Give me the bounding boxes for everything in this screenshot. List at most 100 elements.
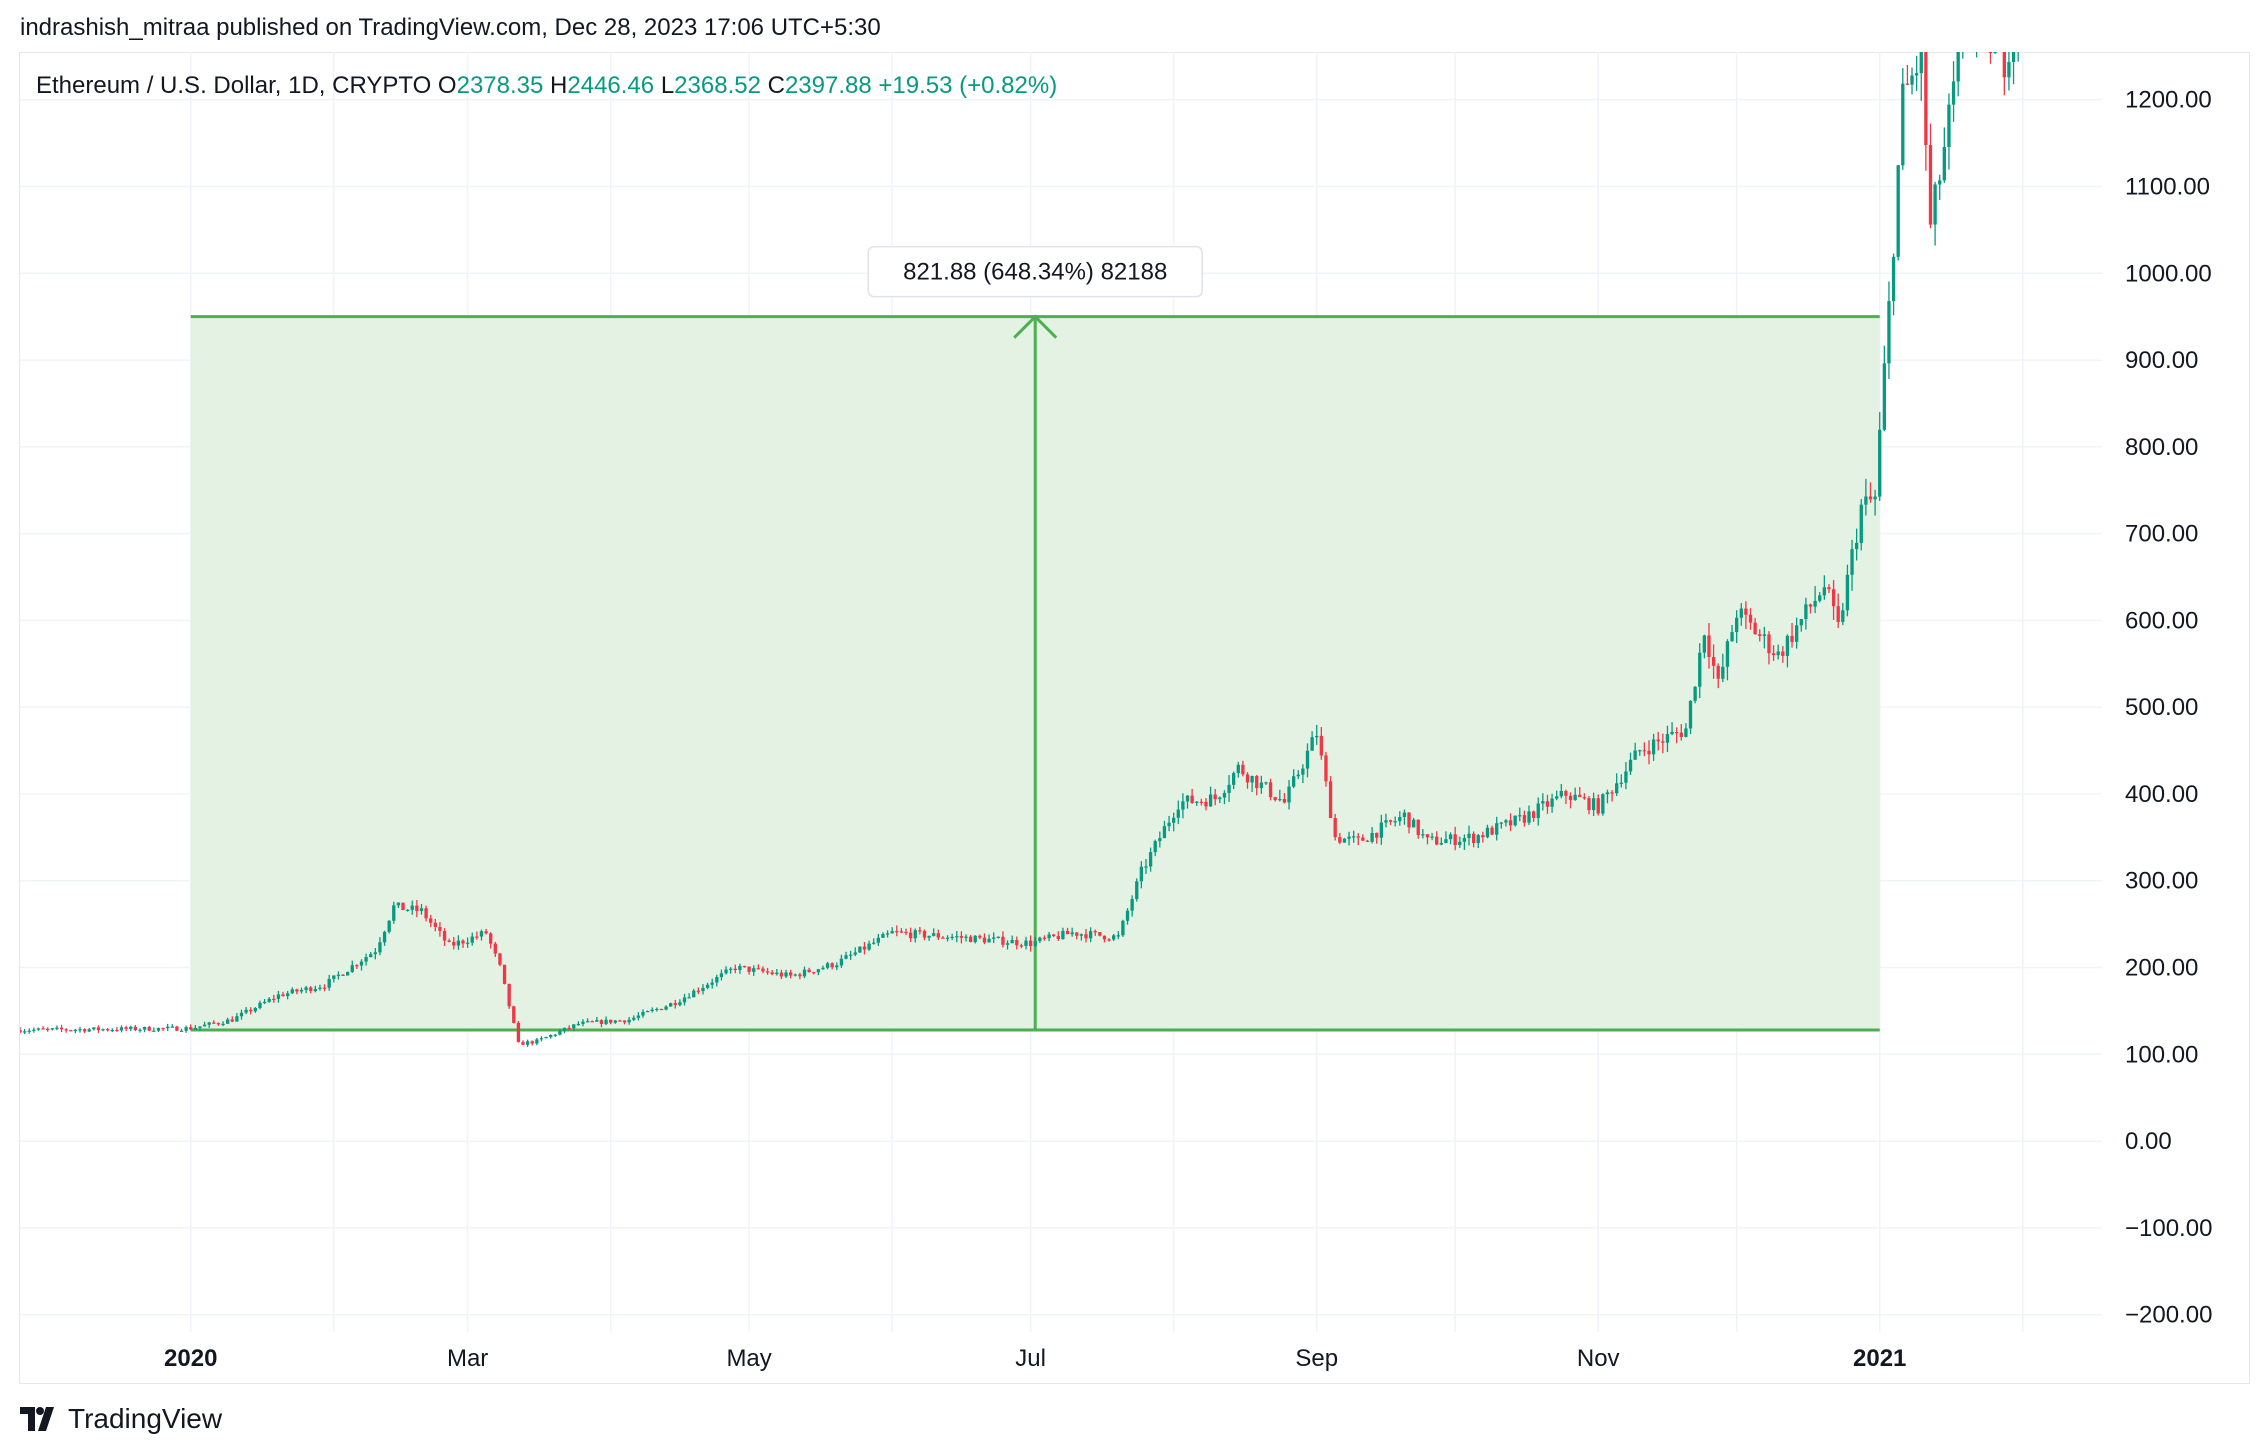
candle-body [968,936,973,943]
candle-body [59,1027,64,1030]
time-axis[interactable]: 2020 Mar May Jul Sep Nov 2021 [164,1345,1906,1372]
candle-body [1725,641,1730,667]
candle-body [1984,8,1987,14]
candle-body [1310,737,1314,751]
candle-body [170,1026,174,1028]
candle-body [1564,791,1568,796]
candle-body [110,1029,114,1032]
candle-body [484,931,488,934]
y-tick-label: 1100.00 [2125,174,2210,201]
candle-body [1199,801,1204,803]
candle-body [166,1026,170,1029]
tradingview-logo[interactable]: TradingView [20,1402,222,1436]
candle-body [1245,774,1250,783]
candle-body [1024,940,1028,946]
candle-body [1495,823,1499,835]
measure-tool[interactable] [190,314,1880,1032]
candle-body [1222,792,1227,798]
symbol-title[interactable]: Ethereum / U.S. Dollar, 1D, CRYPTO [36,72,432,99]
candle-body [1693,686,1697,701]
candle-body [405,909,410,911]
candle-body [212,1022,216,1024]
x-tick-label: May [726,1345,771,1372]
candle-body [1218,797,1222,800]
candle-body [945,937,950,939]
candle-body [87,1029,91,1032]
candle-body [1365,840,1370,842]
candle-body [590,1021,594,1023]
candle-body [193,1027,198,1030]
candle-body [1961,24,1964,51]
candle-body [798,974,802,977]
candle-body [378,942,382,953]
candle-body [1278,799,1282,801]
candle-body [599,1020,604,1025]
candle-body [1388,820,1393,822]
candle-body [364,957,368,962]
candle-body [119,1027,124,1031]
candle-body [1324,755,1328,782]
candle-body [1518,815,1522,817]
candle-body [396,902,401,906]
x-tick-label: Jul [1015,1345,1046,1372]
candle-body [429,918,433,923]
candle-body [1966,20,1969,24]
change-value: +19.53 (+0.82%) [878,72,1058,99]
candle-body [1605,792,1610,795]
candle-body [32,1029,36,1031]
candle-body [410,905,414,910]
candle-body [1748,614,1753,623]
candle-body [1887,301,1891,364]
candle-body [922,930,927,938]
candle-body [1730,632,1734,642]
candle-body [2011,52,2016,63]
candle-body [1458,841,1462,846]
chart-frame[interactable] [19,52,2250,1384]
candle-body [1536,803,1540,818]
candle-body [692,990,696,998]
candle-body [567,1027,571,1030]
close-value: 2397.88 [784,72,872,99]
candle-body [1878,429,1882,497]
y-tick-label: 500.00 [2125,694,2198,721]
candle-body [982,937,987,943]
candle-body [115,1029,119,1032]
candle-body [1448,834,1453,840]
candle-body [1582,797,1587,799]
candle-body [1822,587,1827,596]
candle-body [239,1012,244,1017]
candle-body [106,1029,110,1031]
candle-body [341,974,345,976]
candle-body [904,931,908,934]
candle-body [525,1041,530,1045]
candle-body [479,931,484,937]
candle-body [456,940,461,946]
y-tick-label: 400.00 [2125,781,2198,808]
candle-body [96,1027,101,1031]
candle-body [1121,920,1125,936]
candle-body [267,998,271,1002]
candle-body [1305,750,1310,769]
y-tick-label: 300.00 [2125,868,2198,895]
candle-body [433,922,437,928]
candle-body [1282,799,1287,803]
candle-body [1056,936,1060,939]
candle-body [1868,496,1873,500]
candle-body [696,990,701,992]
candle-body [184,1027,188,1031]
candle-body [1753,622,1757,635]
candle-body [1296,774,1300,777]
candle-body [1416,819,1420,835]
candle-body [1098,932,1102,936]
candle-body [1975,19,1978,29]
candle-body [1638,750,1642,752]
candle-body [1993,52,1997,54]
candle-body [816,969,821,973]
candle-body [1195,801,1199,803]
price-axis[interactable]: 1200.00 1100.00 1000.00 900.00 800.00 700.00 6… [2125,87,2212,1329]
candle-body [1236,764,1240,774]
candle-body [539,1038,544,1040]
candle-body [636,1015,641,1018]
candle-body [452,941,456,946]
